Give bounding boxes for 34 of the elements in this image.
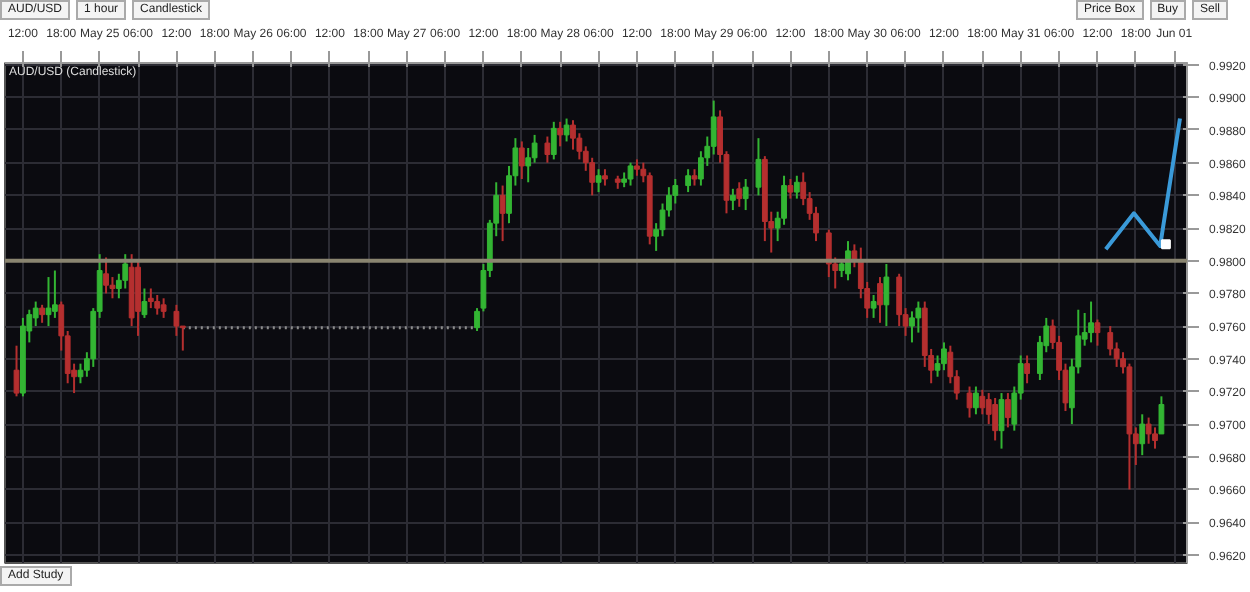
candlestick [915,300,922,334]
candlestick [883,262,890,328]
candlestick [998,392,1005,450]
candlestick [1139,413,1146,457]
candlestick [499,184,506,243]
candlestick [966,385,973,419]
candlestick [992,396,999,442]
candlestick [941,341,947,372]
candlestick [1158,395,1165,435]
candlestick [909,310,915,344]
candlestick [557,120,564,148]
candlestick [1024,354,1030,385]
candlestick [1094,318,1101,347]
candlestick [627,161,634,187]
candlestick [742,178,749,212]
candlestick [973,385,979,416]
candlestick [729,187,736,212]
candlestick [595,168,602,194]
candlestick [518,140,525,181]
candlestick [570,119,576,151]
candlestick [1145,416,1152,445]
candlestick [787,178,794,200]
candlestick [550,120,557,161]
candlestick [685,168,691,194]
line-series [1103,116,1182,252]
candlestick [1088,300,1094,344]
candlestick [877,276,883,324]
candlestick [1152,426,1158,450]
candlestick [736,181,743,208]
candlestick [563,117,570,143]
candlestick [870,294,877,319]
candlestick [1005,392,1011,429]
candlestick [979,388,986,416]
candlestick [793,174,800,200]
